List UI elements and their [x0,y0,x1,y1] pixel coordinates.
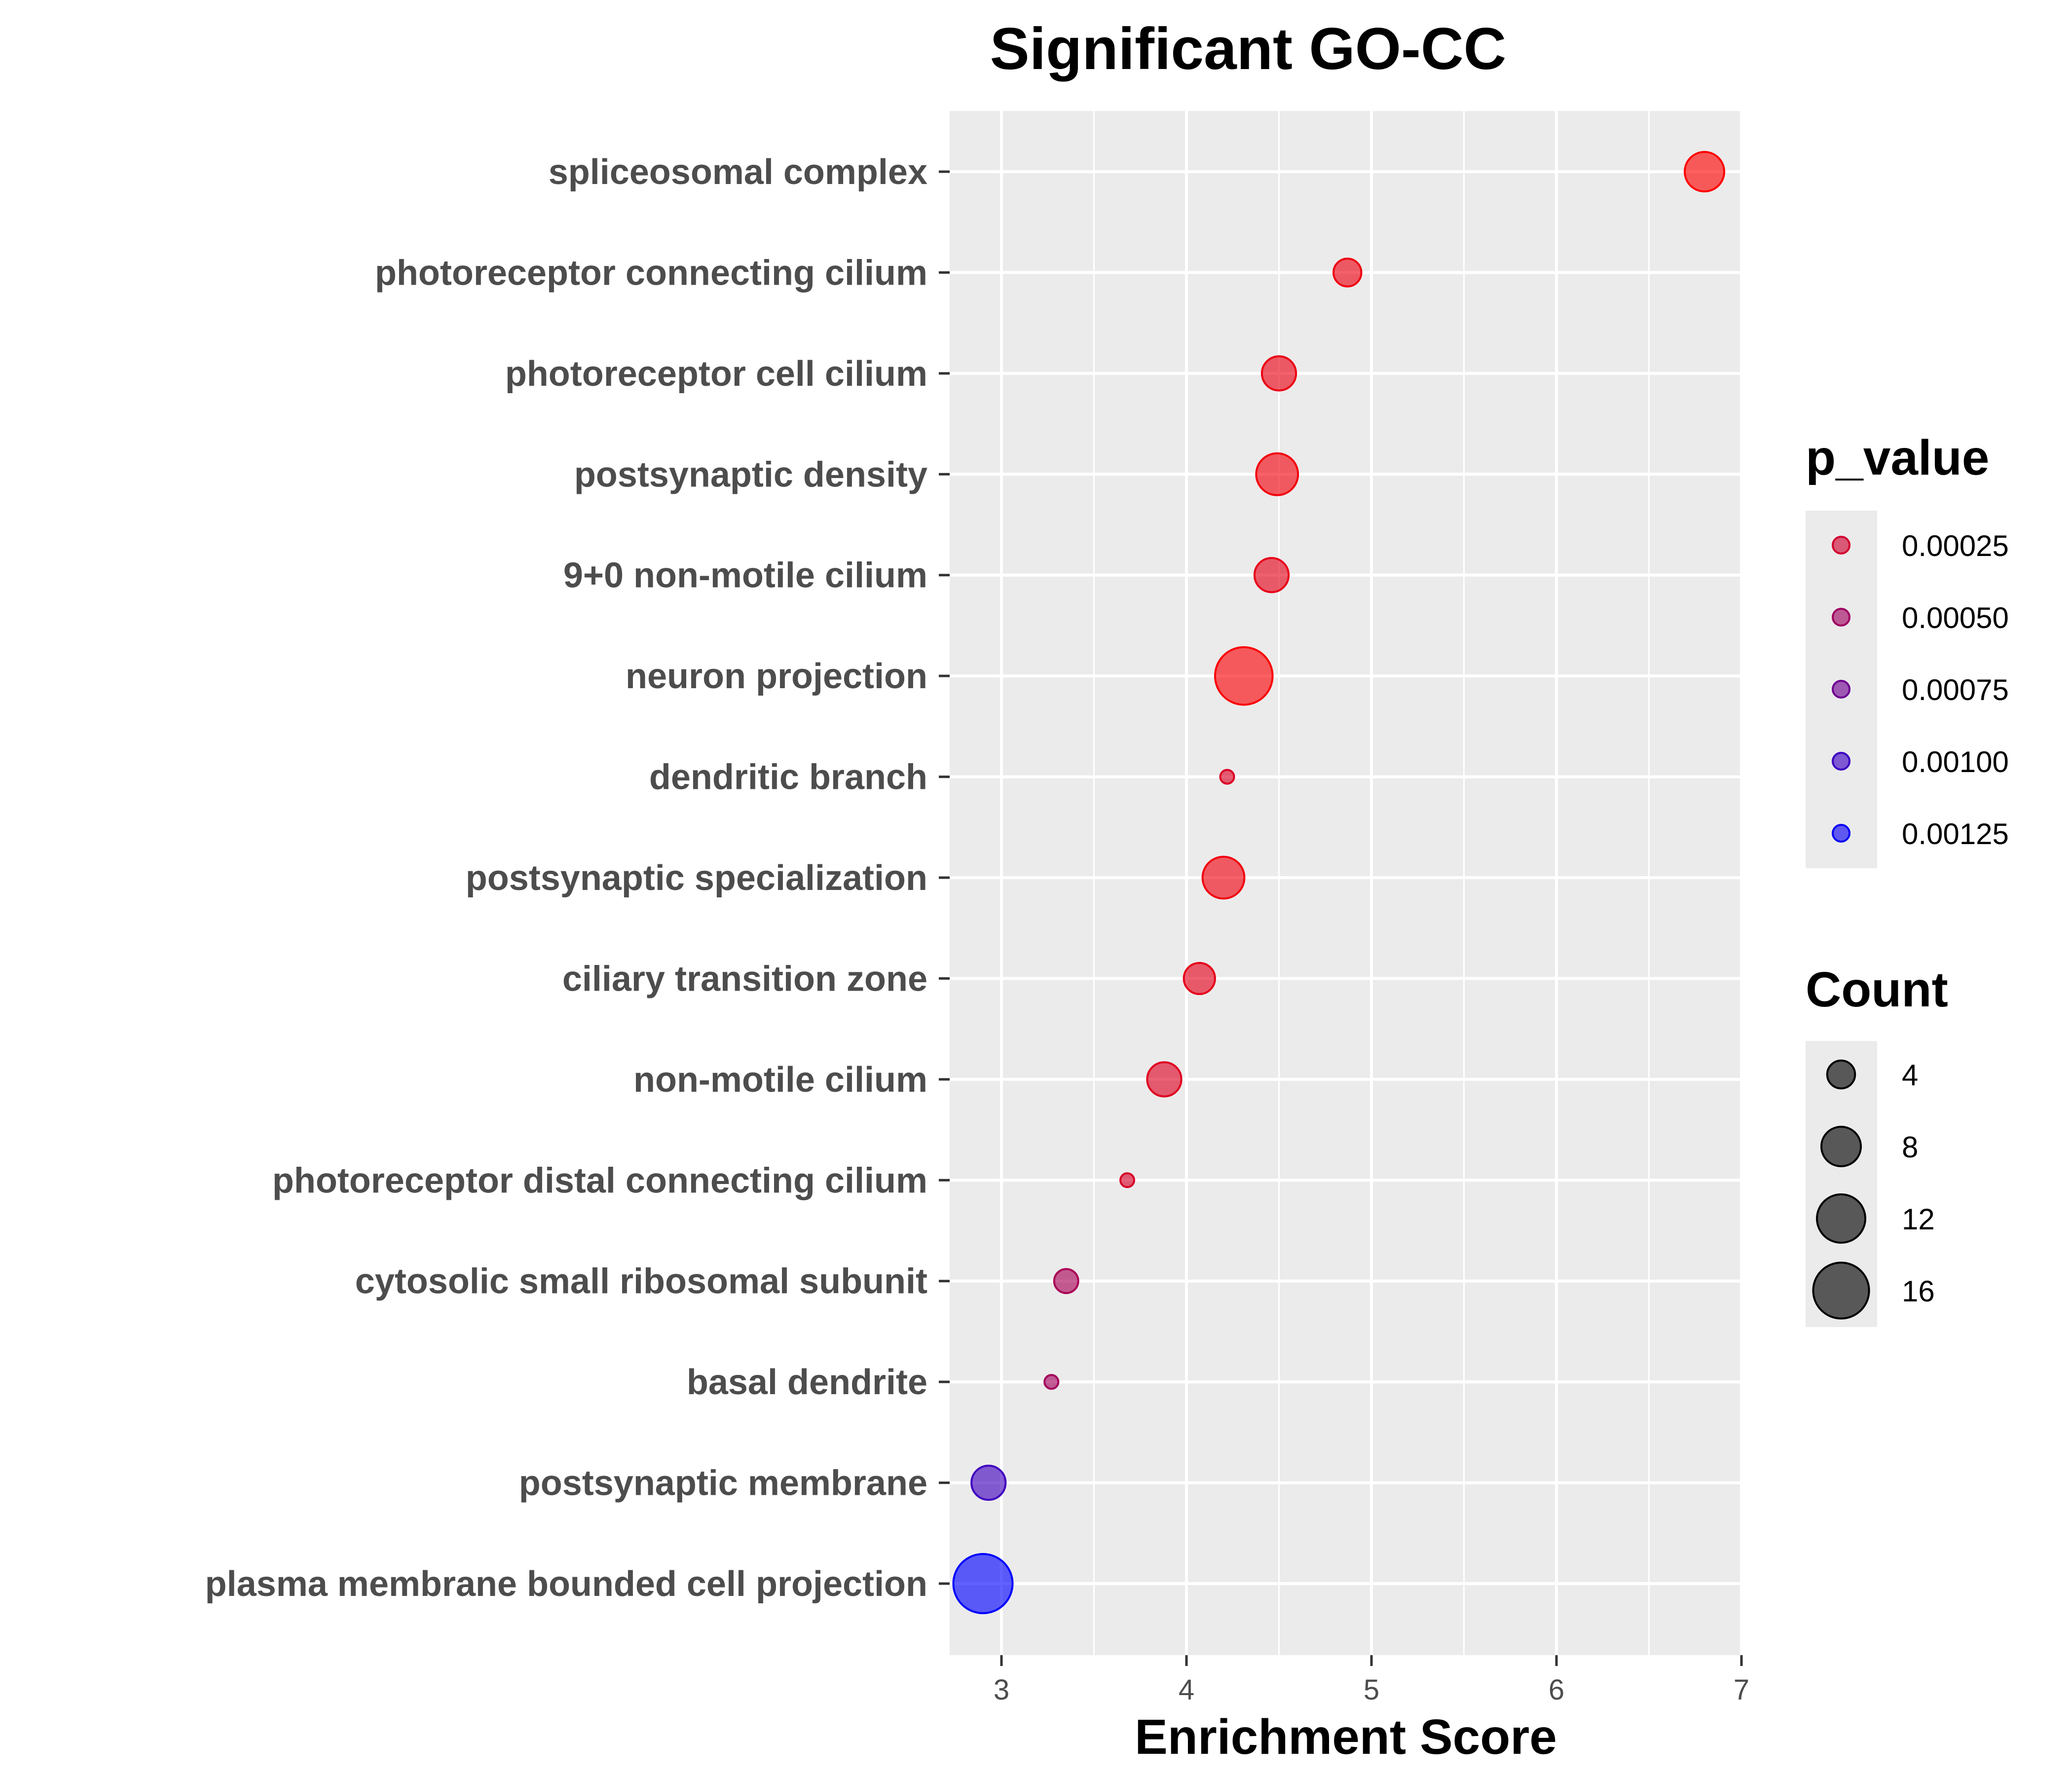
y-tick-label-postsynaptic-density: postsynaptic density [574,455,927,494]
legend-key-p-value [1832,680,1850,699]
data-points [952,151,1725,1614]
legend-label-p-value: 0.00050 [1902,601,2009,634]
y-tick-label-photoreceptor-cell-cilium: photoreceptor cell cilium [505,354,927,394]
legend-title-p-value: p_value [1806,430,1989,485]
legend-key-p-value [1832,824,1850,843]
legend-label-p-value: 0.00075 [1902,673,2009,706]
p-value-legend: p_value 0.00025 0.00050 0.00075 0.00100 0.001… [1806,430,2009,868]
point-non-motile-cilium [1146,1061,1183,1098]
legend-label-count: 12 [1902,1203,1935,1236]
y-axis: spliceosomal complex photoreceptor connec… [205,152,950,1604]
y-tick-label-ciliary-transition-zone: ciliary transition zone [562,959,927,999]
y-tick-label-plasma-membrane-bounded-cell-projection: plasma membrane bounded cell projection [205,1564,927,1604]
y-tick-label-basal-dendrite: basal dendrite [687,1363,927,1402]
y-tick-label-spliceosomal-complex: spliceosomal complex [549,152,927,192]
y-tick-label-cytosolic-small-ribosomal-subunit: cytosolic small ribosomal subunit [355,1262,927,1301]
point-postsynaptic-density [1255,452,1299,496]
legend-key-count [1826,1059,1856,1090]
y-tick-label-neuron-projection: neuron projection [626,657,927,696]
point-9-0-non-motile-cilium [1253,557,1290,593]
legend-label-count: 16 [1902,1275,1935,1308]
legend-label-count: 8 [1902,1131,1918,1164]
legend-key-p-value [1832,752,1850,771]
y-tick-label-postsynaptic-specialization: postsynaptic specialization [466,858,927,898]
legend-title-count: Count [1806,962,1948,1017]
count-legend: Count 4 8 12 16 [1806,962,1948,1327]
point-dendritic-branch [1219,769,1235,785]
y-tick-label-photoreceptor-connecting-cilium: photoreceptor connecting cilium [375,253,927,293]
y-tick-label-9-0-non-motile-cilium: 9+0 non-motile cilium [563,556,927,595]
point-plasma-membrane-bounded-cell-projection [952,1553,1014,1614]
y-tick-label-non-motile-cilium: non-motile cilium [633,1060,927,1100]
x-tick-label: 5 [1364,1674,1379,1706]
legend-label-p-value: 0.00100 [1902,745,2009,778]
point-ciliary-transition-zone [1183,962,1216,996]
point-postsynaptic-membrane [970,1464,1007,1501]
chart-title: Significant GO-CC [990,16,1507,82]
legend-key-p-value [1832,608,1850,627]
legend-key-p-value [1832,536,1850,555]
point-cytosolic-small-ribosomal-subunit [1053,1268,1079,1295]
x-tick-label: 4 [1179,1674,1194,1706]
plot-panel [950,111,1741,1655]
legend-key-count [1816,1193,1866,1244]
legend-label-count: 4 [1902,1059,1918,1092]
legend-label-p-value: 0.00025 [1902,529,2009,562]
x-tick-label: 7 [1734,1674,1749,1706]
y-tick-label-photoreceptor-distal-connecting-cilium: photoreceptor distal connecting cilium [272,1161,927,1200]
legend-label-p-value: 0.00125 [1902,817,2009,851]
x-axis: 3 4 5 6 7 [994,1655,1749,1706]
legend-key-count [1820,1126,1862,1167]
point-basal-dendrite [1043,1374,1060,1390]
legend-key-count [1812,1261,1870,1320]
point-photoreceptor-connecting-cilium [1332,258,1363,288]
point-photoreceptor-cell-cilium [1260,355,1297,392]
point-neuron-projection [1214,646,1274,706]
y-tick-label-dendritic-branch: dendritic branch [649,758,927,797]
x-tick-label: 6 [1549,1674,1564,1706]
point-postsynaptic-specialization [1201,855,1246,900]
x-axis-title: Enrichment Score [1135,1709,1557,1765]
point-photoreceptor-distal-connecting-cilium [1119,1172,1135,1188]
y-tick-label-postsynaptic-membrane: postsynaptic membrane [519,1464,927,1503]
x-tick-label: 3 [994,1674,1009,1706]
grid-lines [950,111,1743,1655]
point-spliceosomal-complex [1684,151,1725,192]
